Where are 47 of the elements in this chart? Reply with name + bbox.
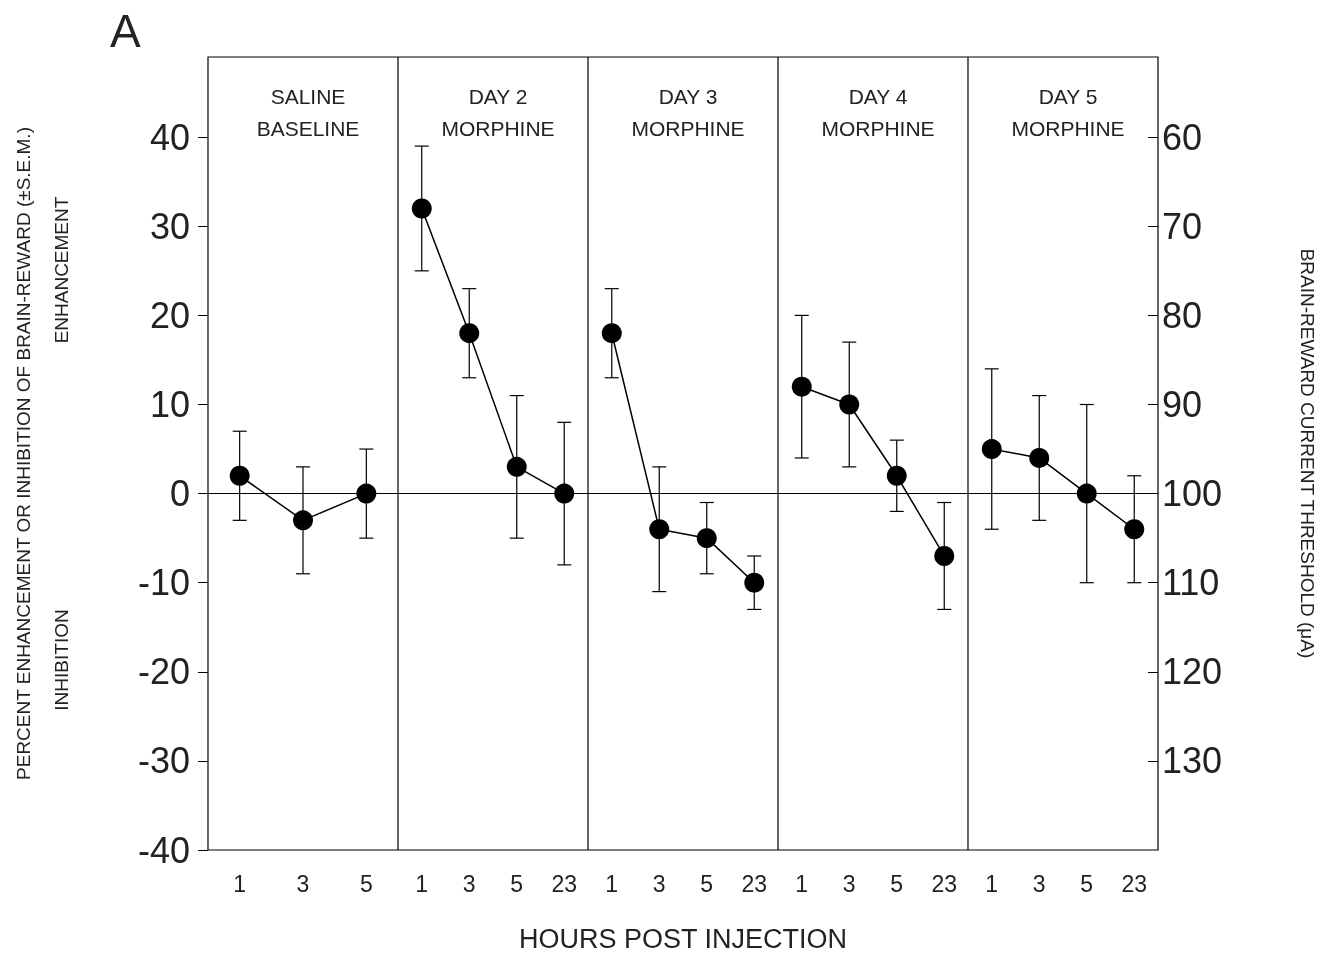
x-tick-label: 1 (415, 870, 429, 897)
x-tick-label: 1 (233, 870, 247, 897)
x-tick-label: 23 (741, 870, 768, 897)
x-tick-label: 3 (652, 870, 666, 897)
y2-tick-label: 80 (1162, 294, 1203, 336)
text: ENHANCEMENT (51, 196, 72, 344)
text: SALINE BASELINE (256, 84, 360, 140)
x-tick-label: 5 (700, 870, 714, 897)
x-tick-label: 3 (1032, 870, 1046, 897)
y2-tick-label: 130 (1162, 740, 1223, 782)
x-axis-title: HOURS POST INJECTION (517, 924, 848, 955)
x-tick-label: 1 (985, 870, 999, 897)
text: A (110, 5, 141, 57)
y2-tick-label: 100 (1162, 473, 1223, 515)
y-tick-label: 10 (149, 383, 190, 425)
text: DAY 3 MORPHINE (631, 84, 745, 140)
x-tick-label: 5 (510, 870, 524, 897)
x-tick-label: 3 (296, 870, 310, 897)
y-tick-label: 0 (169, 473, 190, 515)
y-tick-label: 40 (149, 116, 190, 158)
y2-tick-label: 120 (1162, 651, 1223, 693)
x-tick-label: 23 (931, 870, 958, 897)
y-tick-label: -20 (137, 651, 190, 693)
y2-tick-label: 60 (1162, 116, 1203, 158)
x-tick-label: 1 (795, 870, 809, 897)
text: DAY 4 MORPHINE (821, 84, 935, 140)
y-tick-label: 30 (149, 205, 190, 247)
x-tick-label: 23 (551, 870, 578, 897)
y2-tick-label: 110 (1162, 562, 1220, 604)
y-tick-label: -30 (137, 740, 190, 782)
x-tick-label: 5 (1080, 870, 1094, 897)
y2-tick-label: 90 (1162, 383, 1203, 425)
x-tick-label: 3 (842, 870, 856, 897)
x-tick-label: 1 (605, 870, 619, 897)
y-tick-label: -40 (137, 829, 190, 871)
text: DAY 5 MORPHINE (1011, 84, 1125, 140)
y-axis-title: PERCENT ENHANCEMENT OR INHIBITION OF BRAIN-REWARD (±S.E.M.) (13, 127, 34, 780)
x-tick-label: 5 (359, 870, 373, 897)
y2-axis-title: BRAIN-REWARD CURRENT THRESHOLD (μA) (1297, 248, 1318, 659)
y-tick-label: -10 (137, 562, 190, 604)
x-tick-label: 5 (890, 870, 904, 897)
text: INHIBITION (51, 609, 72, 711)
y-tick-label: 20 (149, 294, 190, 336)
y2-tick-label: 70 (1162, 205, 1203, 247)
text: DAY 2 MORPHINE (441, 84, 555, 140)
x-tick-label: 23 (1121, 870, 1148, 897)
x-tick-label: 3 (462, 870, 476, 897)
